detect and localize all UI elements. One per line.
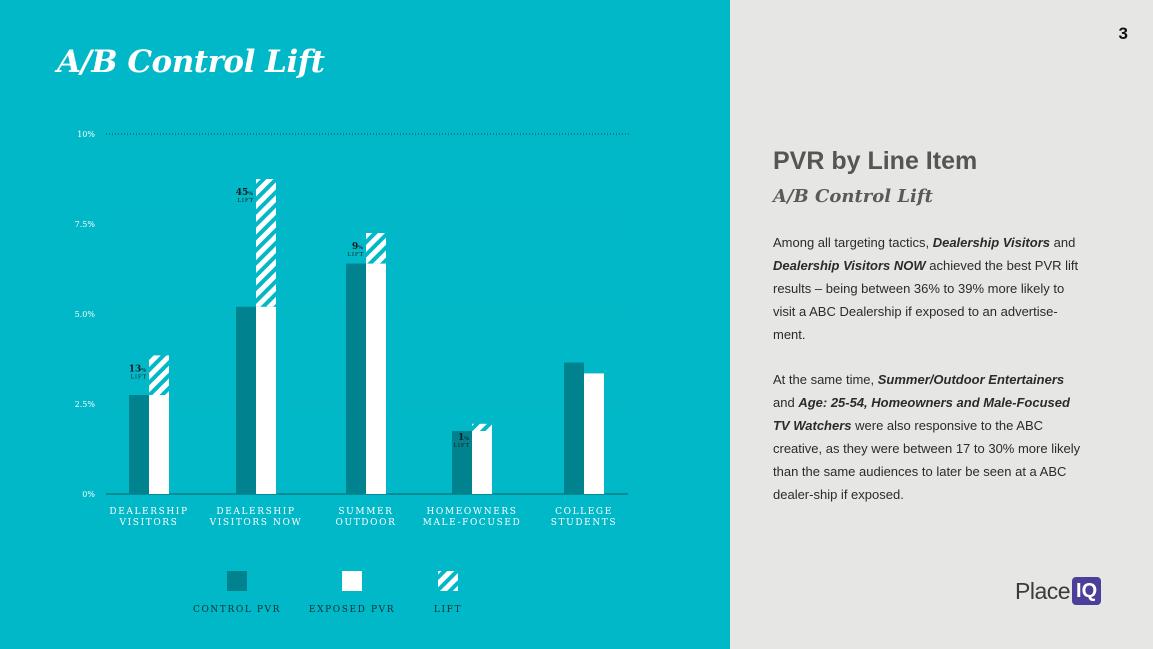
lift-bar [366, 233, 386, 264]
logo-badge: IQ [1072, 577, 1102, 605]
lift-value-label: 13% [129, 364, 147, 374]
legend-label: LIFT [434, 605, 462, 615]
control-pvr-bar [346, 263, 366, 494]
emphasis-text: Dealership Visitors [932, 235, 1050, 250]
lift-value-label: 1% [458, 433, 469, 443]
x-category-label: MALE-FOCUSED [423, 518, 522, 528]
emphasis-text: Dealership Visitors NOW [773, 258, 926, 273]
lift-bar [149, 355, 169, 395]
legend-label: EXPOSED PVR [309, 605, 395, 615]
legend-control-swatch [227, 571, 247, 591]
lift-value-label: 45% [236, 188, 254, 198]
lift-value-label: 9% [352, 242, 363, 252]
x-category-label: SUMMER [338, 507, 393, 517]
slide-title: A/B Control Lift [57, 44, 325, 80]
lift-percent-sign: % [464, 436, 469, 442]
logo-text: Place [1015, 577, 1071, 604]
control-pvr-bar [236, 306, 256, 494]
lift-word-label: LIFT [237, 198, 254, 204]
y-tick-label: 10% [77, 130, 95, 139]
control-pvr-bar [129, 395, 149, 494]
exposed-pvr-bar [472, 431, 492, 494]
x-category-label: STUDENTS [551, 518, 617, 528]
y-tick-label: 2.5% [75, 400, 96, 409]
body-paragraph-2: At the same time, Summer/Outdoor Enterta… [773, 368, 1088, 506]
y-tick-label: 0% [82, 490, 95, 499]
body-text: At the same time, [773, 372, 878, 387]
emphasis-text: Summer/Outdoor Entertainers [877, 372, 1065, 387]
control-pvr-bar [564, 362, 584, 494]
text-panel [730, 0, 1153, 649]
body-text: achieved the best PVR lift results – bei… [773, 258, 1079, 342]
body-text: and [773, 395, 799, 410]
body-text: were also responsive to the ABC creative… [773, 418, 1081, 502]
exposed-pvr-bar [149, 395, 169, 494]
lift-percent-sign: % [358, 245, 363, 251]
legend-label: CONTROL PVR [193, 605, 281, 615]
control-pvr-bar [452, 431, 472, 494]
lift-bar [472, 423, 492, 431]
panel-subheading: A/B Control Lift [773, 186, 933, 207]
lift-word-label: LIFT [347, 252, 364, 258]
panel-heading: PVR by Line Item [773, 147, 978, 175]
x-category-label: VISITORS NOW [209, 518, 303, 528]
placeiq-logo: Place IQ [1015, 577, 1102, 605]
lift-percent-sign: % [248, 191, 253, 197]
bar-chart: 0%2.5%5.0%7.5%10%13%LIFTDEALERSHIPVISITO… [75, 130, 630, 615]
x-category-label: OUTDOOR [336, 518, 397, 528]
legend-lift-swatch [438, 571, 458, 591]
exposed-pvr-bar [256, 306, 276, 494]
page-number: 3 [1118, 24, 1128, 43]
body-text: and [1050, 235, 1076, 250]
legend-exposed-swatch [342, 571, 362, 591]
x-category-label: VISITORS [119, 518, 179, 528]
lift-bar [256, 179, 276, 307]
exposed-pvr-bar [584, 373, 604, 494]
y-tick-label: 7.5% [75, 220, 96, 229]
lift-word-label: LIFT [130, 374, 147, 380]
lift-percent-sign: % [141, 367, 146, 373]
emphasis-text: Age: 25-54, Homeowners and Male-Focused … [773, 395, 1070, 433]
x-category-label: DEALERSHIP [216, 507, 295, 517]
x-category-label: HOMEOWNERS [426, 507, 517, 517]
body-paragraph-1: Among all targeting tactics, Dealership … [773, 231, 1088, 346]
body-text: Among all targeting tactics, [773, 235, 933, 250]
x-category-label: DEALERSHIP [109, 507, 188, 517]
exposed-pvr-bar [366, 263, 386, 494]
lift-word-label: LIFT [453, 443, 470, 449]
y-tick-label: 5.0% [75, 310, 96, 319]
x-category-label: COLLEGE [555, 507, 613, 517]
